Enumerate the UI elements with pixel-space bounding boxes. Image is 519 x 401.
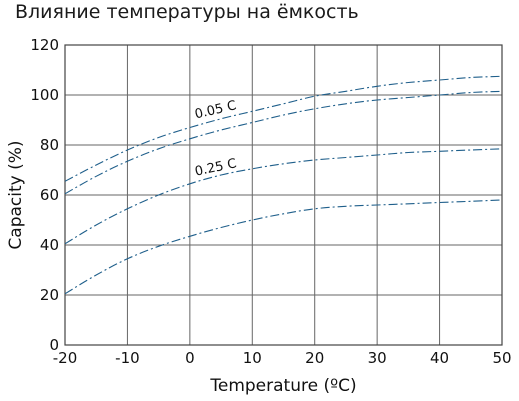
x-tick-label: -10 — [115, 349, 140, 367]
chart-title: Влияние температуры на ёмкость — [15, 1, 359, 23]
series-line — [64, 148, 503, 245]
series-line — [64, 75, 503, 182]
y-tick-label: 120 — [30, 36, 59, 54]
x-tick-label: 30 — [368, 349, 387, 367]
series-lines — [64, 75, 503, 295]
plot-frame — [64, 44, 503, 346]
series-line — [64, 199, 503, 295]
y-tick-label: 40 — [40, 236, 59, 254]
y-tick-label: 0 — [49, 336, 59, 354]
series-label: 0.1 C — [277, 0, 311, 4]
x-tick-label: 40 — [430, 349, 449, 367]
x-tick-label: 0 — [185, 349, 195, 367]
y-tick-label: 80 — [40, 136, 59, 154]
x-tick-label: -20 — [53, 349, 78, 367]
series-label: 1.0 C — [265, 0, 299, 4]
x-tick-label: 10 — [243, 349, 262, 367]
grid — [64, 44, 503, 346]
x-tick-label: 50 — [492, 349, 511, 367]
series-line — [64, 90, 503, 195]
y-tick-label: 100 — [30, 86, 59, 104]
x-tick-label: 20 — [305, 349, 324, 367]
series-label: 0.05 C — [193, 98, 237, 122]
y-tick-label: 60 — [40, 186, 59, 204]
tick-labels: -20 -10 0 10 20 30 40 50 0 20 40 60 80 100 120 — [30, 36, 511, 367]
y-tick-label: 20 — [40, 286, 59, 304]
x-axis-title: Temperature (ºC) — [209, 376, 356, 396]
y-axis-title: Capacity (%) — [6, 140, 26, 249]
